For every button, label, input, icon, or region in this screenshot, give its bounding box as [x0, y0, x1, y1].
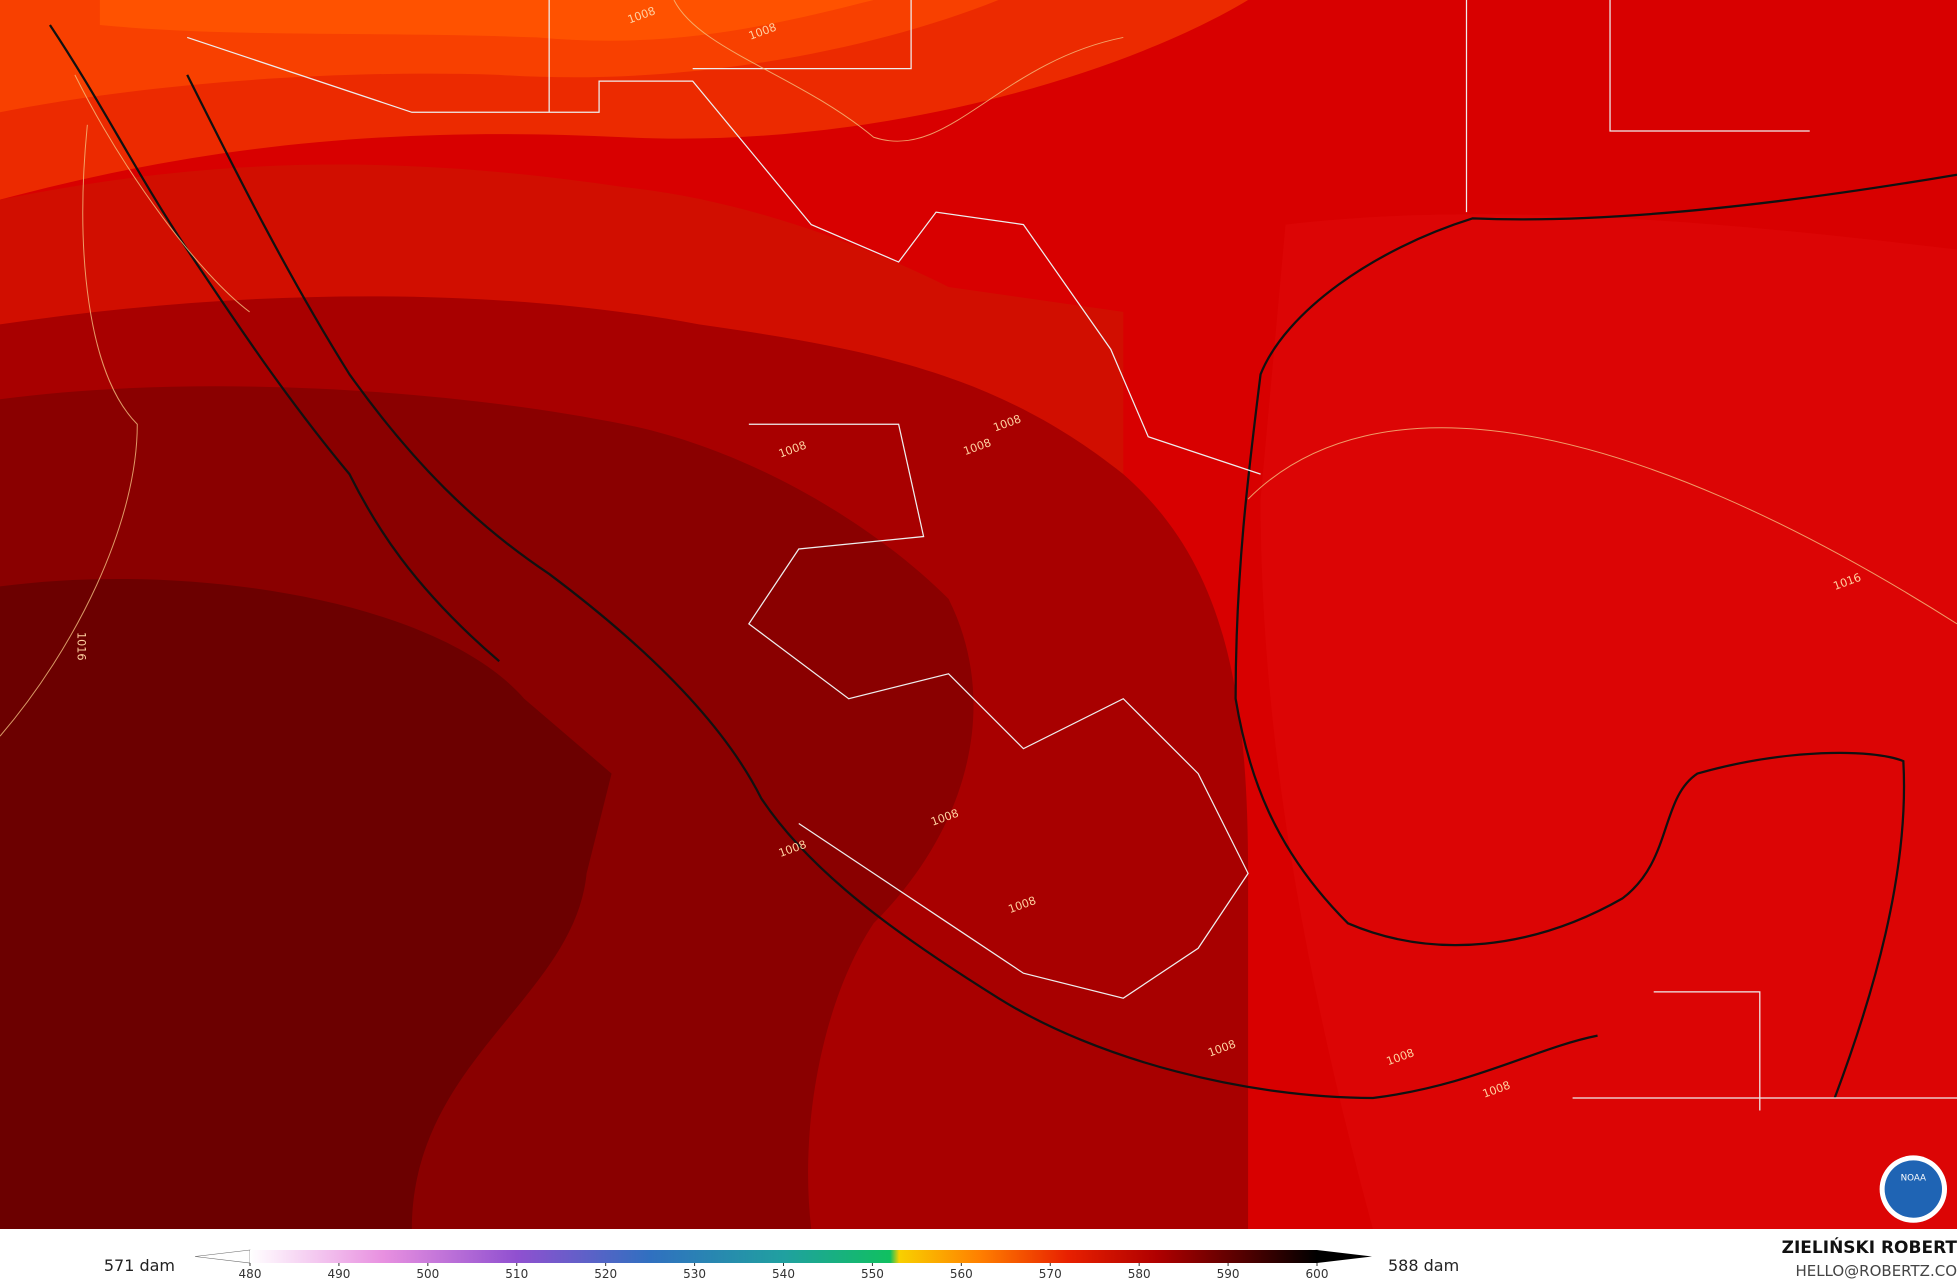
colorbar-tick-label: 490: [327, 1267, 350, 1281]
min-label: 571 dam: [104, 1256, 175, 1275]
contour-label: 1016: [74, 632, 87, 661]
colorbar-tick-label: 570: [1039, 1267, 1062, 1281]
colorbar-extend-low: [194, 1249, 251, 1264]
colorbar-gradient: [250, 1250, 1317, 1263]
colorbar-extend-high: [1317, 1250, 1372, 1263]
colorbar-tick-label: 480: [239, 1267, 262, 1281]
colorbar-tick-label: 600: [1306, 1267, 1329, 1281]
colorbar-tick-label: 590: [1217, 1267, 1240, 1281]
colorbar-tick-label: 500: [416, 1267, 439, 1281]
logo: [1884, 1160, 1943, 1218]
colorbar-tick-label: 550: [861, 1267, 884, 1281]
colorbar: 571 dam 588 dam ZIELIŃSKI ROBERT HELLO@R…: [104, 1236, 1957, 1281]
colorbar-tick-label: 510: [505, 1267, 528, 1281]
colorbar-tick-label: 560: [950, 1267, 973, 1281]
colorbar-tick-label: 530: [683, 1267, 706, 1281]
credit-email: HELLO@ROBERTZ.CO: [1795, 1262, 1957, 1280]
colorbar-tick-label: 580: [1128, 1267, 1151, 1281]
max-label: 588 dam: [1388, 1256, 1459, 1275]
credit-name: ZIELIŃSKI ROBERT: [1782, 1236, 1957, 1258]
isobars: [0, 0, 1957, 737]
height-band: [0, 578, 612, 1229]
colorbar-tick-label: 520: [594, 1267, 617, 1281]
gulf-region: [1260, 214, 1957, 1229]
colorbar-tick-label: 540: [772, 1267, 795, 1281]
logo-text: NOAA: [1901, 1173, 1926, 1183]
borders: [187, 0, 1957, 1111]
coastline: [48, 24, 1957, 1100]
